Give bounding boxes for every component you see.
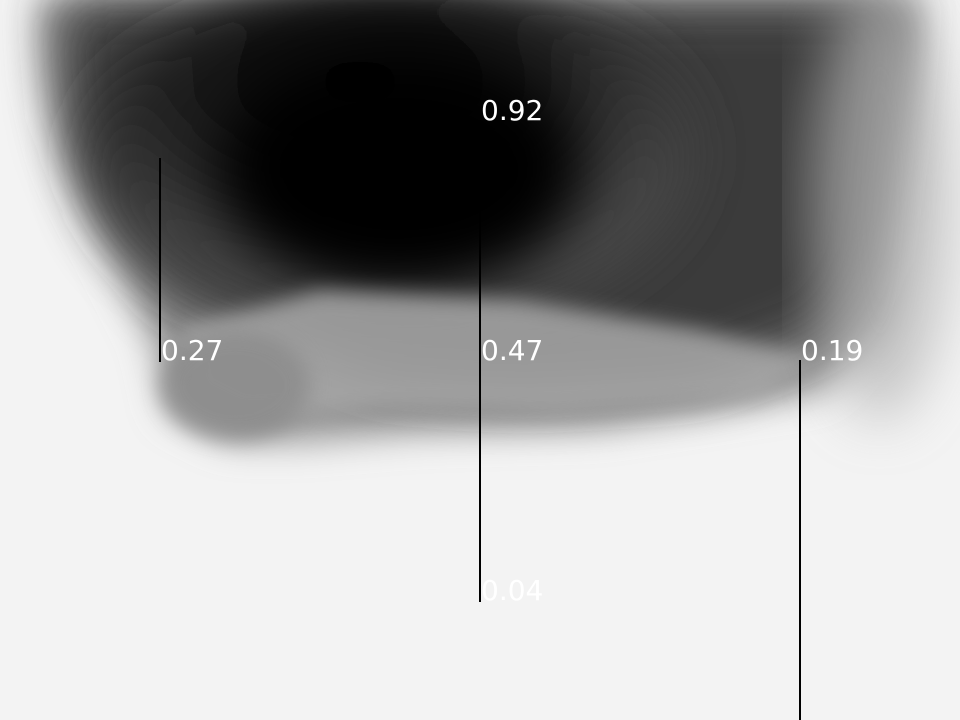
marker-label-0-27: 0.27 (161, 334, 224, 367)
marker-label-0-47: 0.47 (481, 334, 544, 367)
marker-line-0-27 (159, 158, 161, 362)
marker-label-0-92: 0.92 (481, 94, 544, 127)
marker-line-0-19 (799, 360, 801, 720)
marker-label-0-19: 0.19 (801, 334, 864, 367)
marker-label-0-04: 0.04 (481, 574, 544, 607)
marker-line-0-92 (479, 120, 481, 602)
